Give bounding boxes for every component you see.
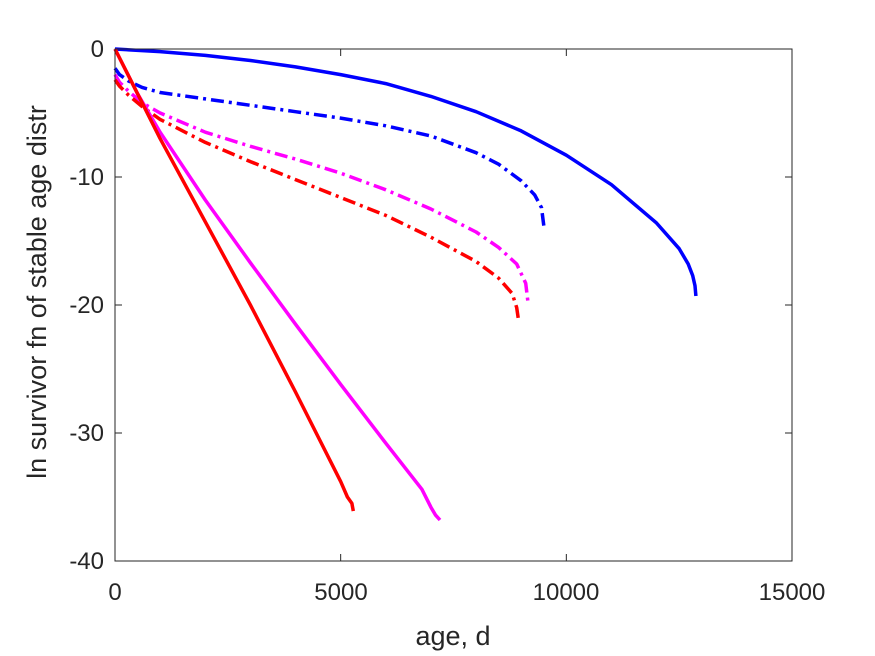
x-tick-label-2: 10000 bbox=[533, 579, 600, 606]
series-line-2 bbox=[113, 73, 530, 303]
series-line-0 bbox=[114, 47, 698, 297]
series-line-3 bbox=[113, 78, 521, 324]
y-tick-label-3: -30 bbox=[69, 420, 104, 447]
y-tick-label-4: -40 bbox=[69, 548, 104, 575]
tick-layer bbox=[114, 48, 793, 562]
series-line-1 bbox=[113, 67, 546, 226]
series-line-4 bbox=[113, 48, 442, 522]
plot-area bbox=[115, 49, 792, 561]
y-axis-label: ln survivor fn of stable age distr bbox=[22, 105, 52, 479]
x-tick-label-1: 5000 bbox=[314, 579, 367, 606]
series-line-5 bbox=[113, 48, 356, 512]
y-tick-label-2: -20 bbox=[69, 292, 104, 319]
x-axis-label: age, d bbox=[415, 621, 490, 651]
x-tick-label-0: 0 bbox=[108, 579, 121, 606]
y-tick-label-1: -10 bbox=[69, 164, 104, 191]
series-layer bbox=[113, 47, 698, 522]
y-tick-label-0: 0 bbox=[91, 36, 104, 63]
x-tick-label-3: 15000 bbox=[759, 579, 826, 606]
